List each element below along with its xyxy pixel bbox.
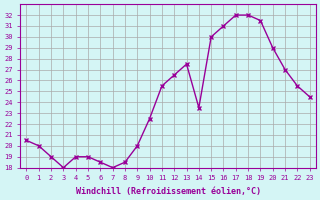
X-axis label: Windchill (Refroidissement éolien,°C): Windchill (Refroidissement éolien,°C) — [76, 187, 260, 196]
